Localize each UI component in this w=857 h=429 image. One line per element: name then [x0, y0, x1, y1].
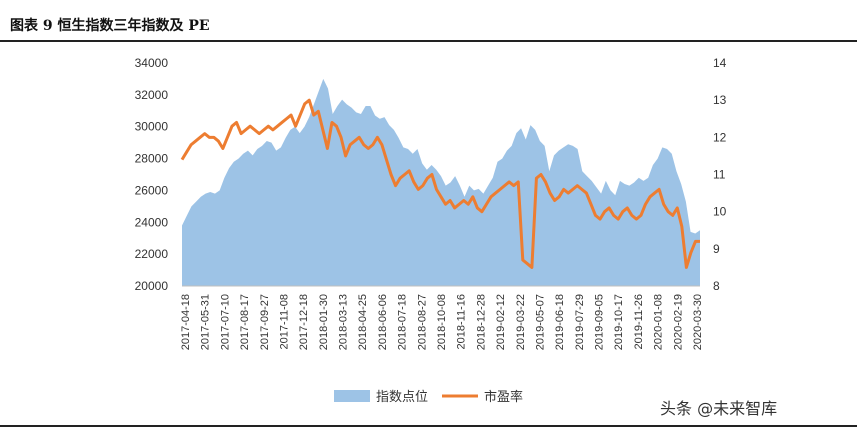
y-right-tick-label: 13: [713, 93, 727, 107]
y-left-tick-label: 24000: [135, 215, 169, 229]
x-tick-label: 2017-09-27: [259, 294, 271, 350]
figure-title: 图表 9 恒生指数三年指数及 PE: [10, 18, 210, 34]
x-tick-label: 2019-03-22: [515, 294, 527, 350]
y-right-tick-label: 11: [713, 168, 726, 182]
y-left-tick-label: 22000: [135, 247, 169, 261]
x-tick-label: 2019-05-07: [535, 294, 547, 350]
x-tick-label: 2017-11-08: [279, 294, 291, 349]
x-tick-label: 2018-10-08: [436, 294, 448, 350]
series-area-index: [182, 78, 700, 287]
y-left-tick-label: 26000: [135, 183, 169, 197]
y-right-tick-label: 9: [713, 242, 720, 256]
x-tick-label: 2017-05-31: [200, 294, 212, 350]
x-tick-label: 2017-07-10: [219, 294, 231, 350]
figure-header: 图表 9 恒生指数三年指数及 PE: [0, 0, 857, 44]
right-y-axis: 8 9 10 11 12 13 14: [713, 56, 727, 293]
y-left-tick-label: 34000: [135, 56, 169, 70]
y-left-tick-label: 30000: [135, 120, 169, 134]
y-left-tick-label: 28000: [135, 152, 169, 166]
y-right-tick-label: 10: [713, 205, 727, 219]
plot-area: [180, 78, 700, 287]
x-tick-label: 2020-02-19: [672, 294, 684, 350]
x-tick-label: 2018-06-06: [377, 294, 389, 350]
watermark-text: 头条 @未来智库: [660, 399, 778, 418]
x-tick-label: 2018-01-30: [318, 294, 330, 350]
legend-label-index: 指数点位: [376, 390, 428, 405]
legend: 指数点位 市盈率: [334, 389, 523, 405]
left-y-axis: 20000 22000 24000 26000 28000 30000 32000 34000: [135, 56, 169, 293]
legend-label-pe: 市盈率: [484, 389, 523, 405]
x-tick-label: 2020-01-08: [653, 294, 665, 350]
x-tick-label: 2019-07-29: [574, 294, 586, 350]
x-tick-label: 2019-09-05: [594, 294, 606, 350]
x-tick-label: 2019-10-17: [613, 294, 625, 350]
series-line-pe: [180, 98, 700, 269]
y-right-tick-label: 14: [713, 56, 727, 70]
x-tick-label: 2017-04-18: [180, 294, 192, 350]
x-tick-label: 2018-04-25: [357, 294, 369, 350]
y-right-tick-label: 12: [713, 130, 727, 144]
x-tick-label: 2017-08-17: [239, 294, 251, 350]
x-tick-label: 2018-12-28: [475, 294, 487, 350]
header-rule: [0, 40, 857, 42]
legend-swatch-index: [334, 390, 370, 402]
x-tick-label: 2019-11-26: [633, 294, 645, 349]
x-tick-label: 2019-02-12: [495, 294, 507, 350]
x-tick-label: 2018-03-13: [338, 294, 350, 350]
x-tick-label: 2020-03-30: [692, 294, 704, 350]
y-right-tick-label: 8: [713, 279, 720, 293]
x-tick-label: 2019-06-18: [554, 294, 566, 350]
y-left-tick-label: 32000: [135, 88, 169, 102]
x-tick-label: 2018-11-16: [456, 294, 468, 349]
footer-rule: [0, 425, 857, 427]
x-tick-label: 2017-12-18: [298, 294, 310, 350]
x-tick-label: 2018-08-27: [416, 294, 428, 350]
y-left-tick-label: 20000: [135, 279, 169, 293]
x-axis: 2017-04-18 2017-05-31 2017-07-10 2017-08-17…: [180, 294, 704, 350]
x-tick-label: 2018-07-18: [397, 294, 409, 350]
